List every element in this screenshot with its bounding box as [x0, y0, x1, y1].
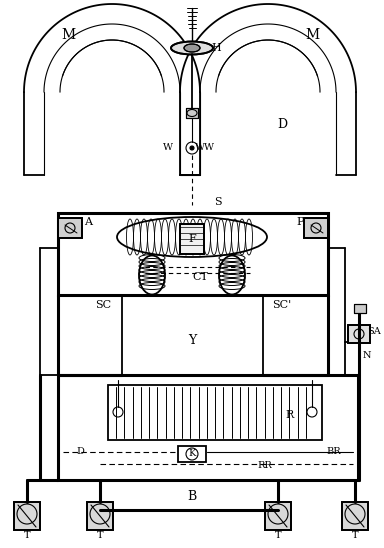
Bar	[186, 108, 198, 118]
Bar	[354, 304, 366, 313]
Bar	[342, 502, 368, 530]
Text: T: T	[352, 532, 358, 540]
Text: M: M	[61, 28, 75, 42]
Text: N: N	[363, 351, 371, 359]
Bar	[354, 304, 366, 313]
Text: BR: BR	[327, 448, 341, 456]
Text: M: M	[305, 28, 319, 42]
Bar	[87, 502, 113, 530]
Bar	[265, 502, 291, 530]
Bar	[14, 502, 40, 530]
Bar	[178, 446, 206, 462]
Text: W: W	[163, 144, 173, 152]
Text: F: F	[188, 234, 196, 244]
Text: P: P	[296, 217, 304, 227]
Bar	[265, 502, 291, 530]
Text: T: T	[24, 532, 30, 540]
Text: B: B	[187, 490, 197, 504]
Bar	[348, 325, 370, 343]
Text: K: K	[188, 449, 196, 459]
Bar	[180, 224, 204, 254]
Bar	[58, 218, 82, 238]
Ellipse shape	[184, 44, 200, 52]
Bar	[348, 325, 370, 343]
Text: T: T	[97, 532, 103, 540]
Bar	[87, 502, 113, 530]
Text: D: D	[76, 448, 84, 456]
Text: D: D	[277, 118, 287, 132]
Bar	[186, 108, 198, 118]
Bar	[108, 385, 322, 440]
Text: SC': SC'	[272, 300, 291, 310]
Bar	[304, 218, 328, 238]
Bar	[180, 224, 204, 254]
Text: R: R	[286, 410, 294, 420]
Text: SA: SA	[367, 328, 381, 336]
Text: SC: SC	[95, 300, 111, 310]
Text: RR: RR	[258, 460, 272, 470]
Text: CT: CT	[192, 272, 208, 282]
Text: S: S	[214, 197, 222, 207]
Text: A: A	[84, 217, 92, 227]
Bar	[342, 502, 368, 530]
Circle shape	[190, 146, 194, 150]
Bar	[58, 213, 328, 295]
Text: H: H	[211, 43, 221, 53]
Ellipse shape	[171, 42, 213, 54]
Bar	[304, 218, 328, 238]
Bar	[58, 218, 82, 238]
Text: WW: WW	[195, 144, 215, 152]
Bar	[58, 375, 358, 480]
Bar	[14, 502, 40, 530]
Text: Y: Y	[188, 334, 196, 346]
Text: T: T	[275, 532, 281, 540]
